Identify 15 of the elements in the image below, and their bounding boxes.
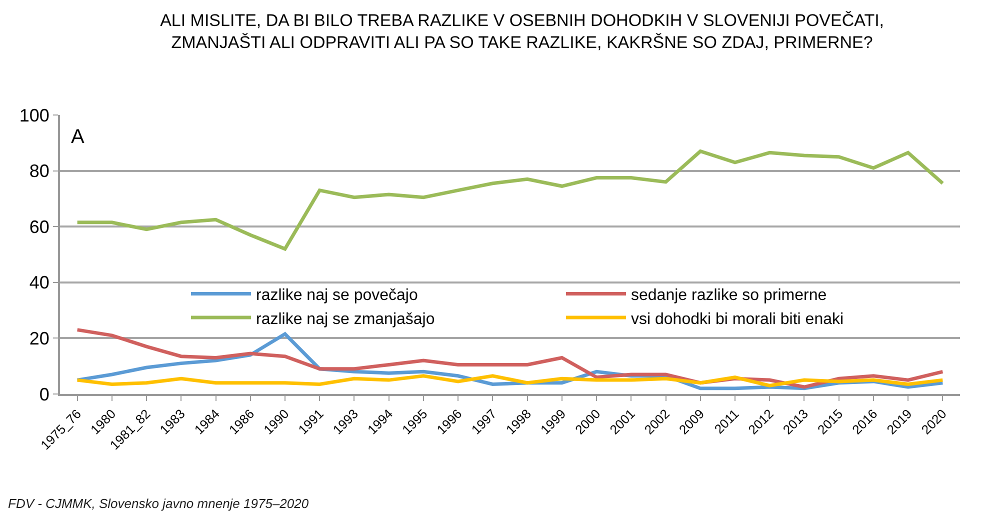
y-tick-label: 80 bbox=[29, 161, 50, 182]
annotation: A bbox=[71, 126, 85, 148]
chart-title: ALI MISLITE, DA BI BILO TREBA RAZLIKE V OSEBNIH DOHODKIH V SLOVENIJI POVEČATI, ZMANJAŠTI ALI ODPRAVITI ALI PA SO TAKE RAZLIKE, KAKRŠNE SO ZDAJ, PRIMERNE? bbox=[160, 10, 884, 52]
legend-label: vsi dohodki bi morali biti enaki bbox=[631, 310, 844, 328]
y-tick-label: 0 bbox=[39, 384, 50, 404]
y-tick-label: 40 bbox=[29, 272, 50, 293]
line-series bbox=[76, 374, 944, 388]
legend-label: razlike naj se zmanjašajo bbox=[256, 310, 435, 328]
line-series bbox=[76, 150, 944, 251]
legend-label: sedanje razlike so primerne bbox=[631, 286, 827, 304]
text: FDV - CJMMK, Slovensko javno mnenje 1975–2020 bbox=[8, 496, 310, 511]
legend-label: razlike naj se povečajo bbox=[256, 286, 418, 304]
y-tick-label: 100 bbox=[19, 105, 50, 126]
y-tick-label: 20 bbox=[29, 328, 50, 348]
y-tick-label: 60 bbox=[29, 216, 50, 237]
